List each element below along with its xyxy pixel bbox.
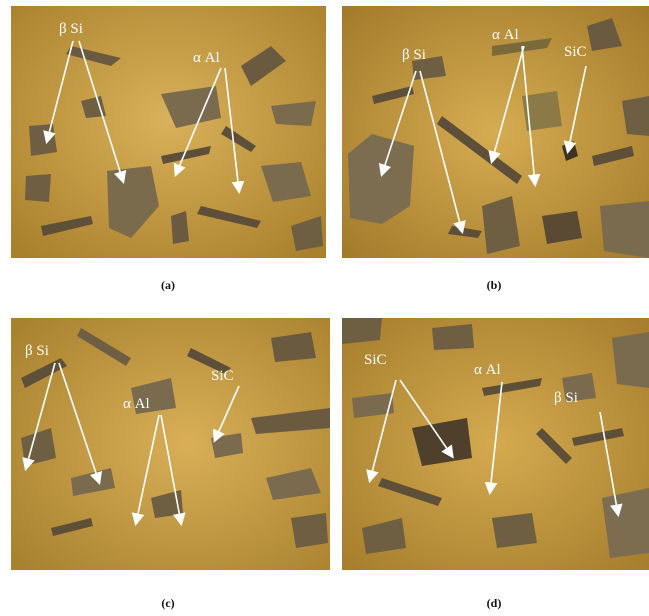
micrograph-d: SiC α Al β Si [342, 318, 649, 570]
label-sic: SiC [364, 352, 387, 368]
arrow-sic [563, 65, 587, 155]
label-alpha-al: α Al [474, 362, 501, 378]
label-sic: SiC [564, 44, 587, 60]
caption-d: (d) [486, 596, 502, 610]
label-beta-si: β Si [59, 21, 83, 37]
arrow-alpha-al-1 [131, 414, 160, 527]
arrow-alpha-al-2 [521, 45, 541, 188]
arrow-alpha-al-2 [160, 414, 186, 527]
label-sic: SiC [211, 368, 234, 384]
caption-c: (c) [161, 596, 175, 610]
label-alpha-al: α Al [123, 396, 150, 412]
arrow-sic [213, 385, 240, 443]
arrow-beta-si-2 [78, 40, 127, 185]
arrow-beta-si [599, 411, 623, 518]
label-alpha-al: α Al [193, 50, 220, 66]
micrograph-d-image: SiC α Al β Si [342, 318, 649, 570]
micrograph-c: β Si α Al SiC [11, 318, 330, 570]
arrow-sic-1 [366, 379, 397, 484]
micrograph-b-image: β Si α Al SiC [342, 6, 649, 258]
micrograph-b: β Si α Al SiC [342, 6, 649, 258]
arrow-alpha-al-1 [173, 67, 222, 177]
label-alpha-al: α Al [492, 27, 519, 43]
caption-b: (b) [486, 278, 502, 292]
arrow-alpha-al-1 [488, 45, 525, 165]
arrow-sic-2 [399, 379, 454, 459]
label-beta-si: β Si [554, 390, 578, 406]
arrow-beta-si-1 [378, 70, 417, 178]
arrow-beta-si-1 [22, 362, 56, 472]
arrow-alpha-al-2 [224, 67, 245, 195]
micrograph-a: β Si α Al [11, 6, 326, 258]
label-beta-si: β Si [25, 343, 49, 359]
micrograph-c-image: β Si α Al SiC [11, 318, 330, 570]
arrow-beta-si-1 [43, 40, 74, 145]
arrow-alpha-al [484, 381, 503, 496]
arrow-beta-si-2 [58, 362, 103, 486]
caption-a: (a) [161, 278, 175, 292]
micrograph-a-image: β Si α Al [11, 6, 326, 258]
label-beta-si: β Si [402, 47, 426, 63]
arrow-beta-si-2 [419, 70, 466, 235]
